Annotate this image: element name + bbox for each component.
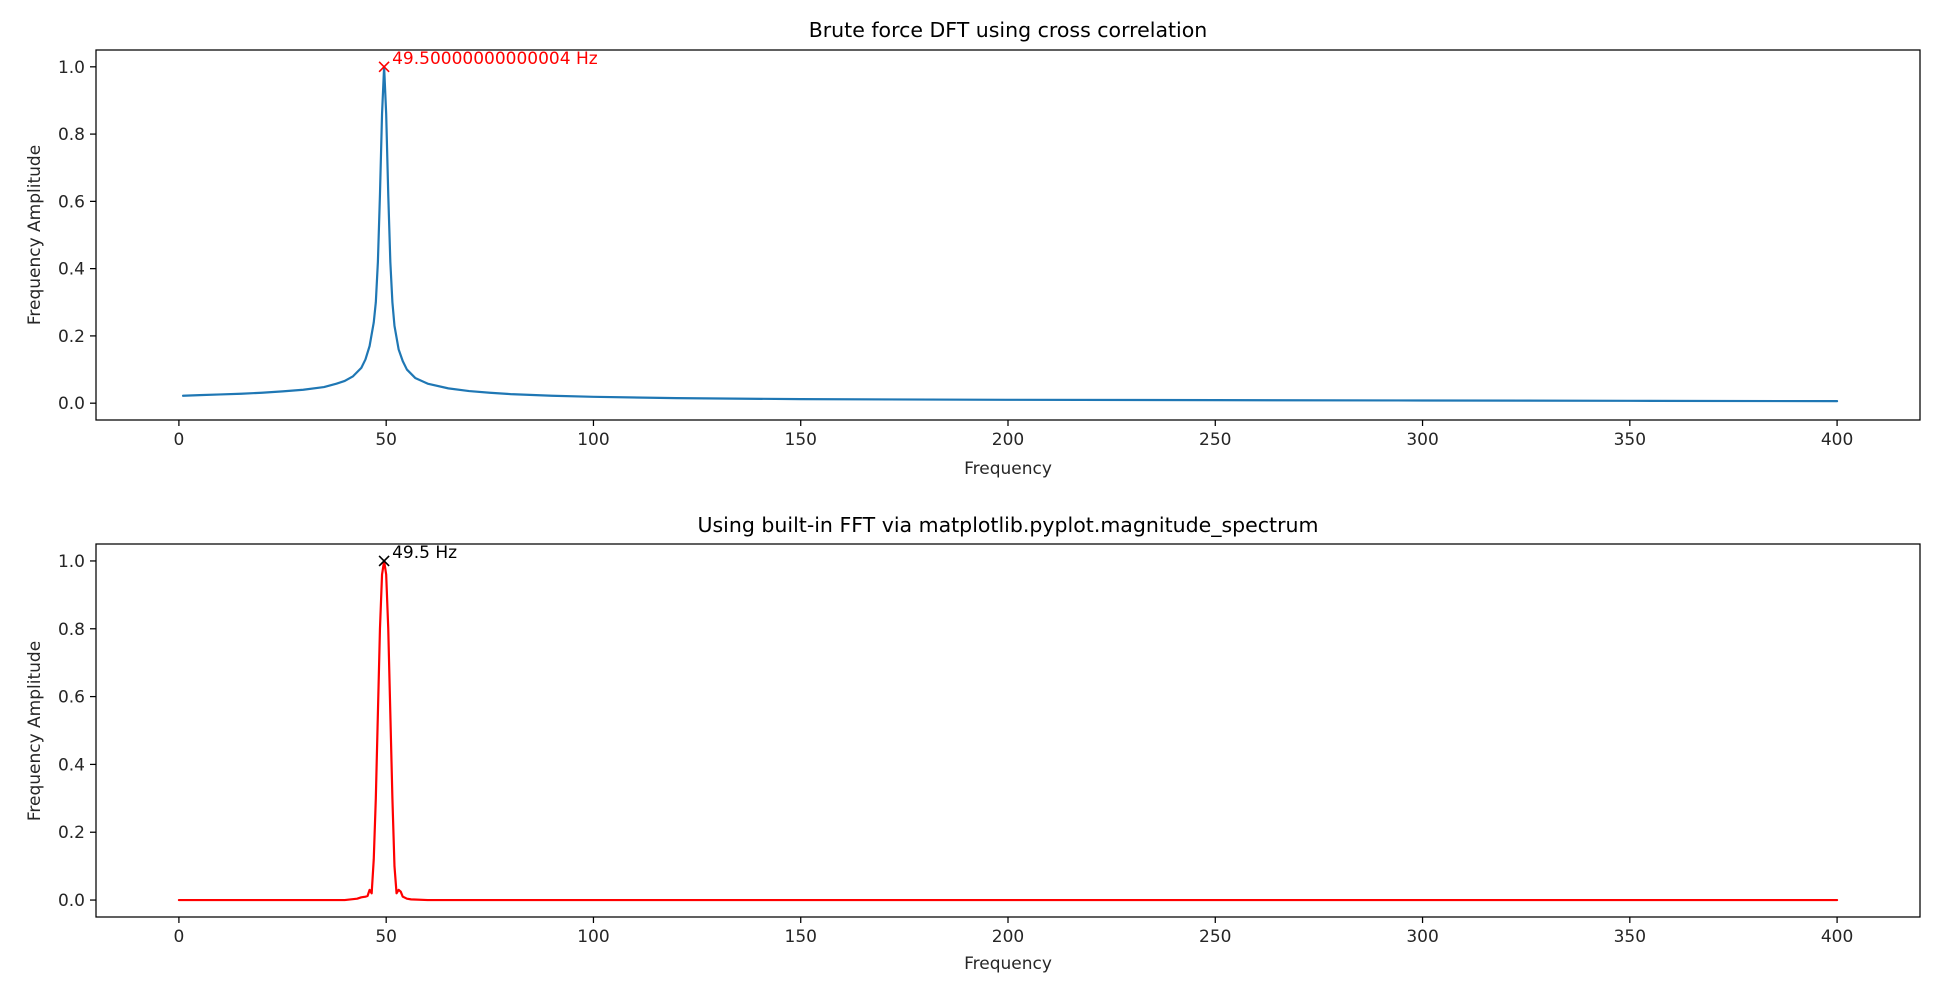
x-tick-label: 200 [992, 430, 1024, 450]
peak-marker [378, 61, 390, 73]
plot-area: 0 50 100 150 200 250 300 350 400 0.0 0.2 0.4 0.6 0.8 1… [58, 49, 1853, 450]
y-tick-label: 0.8 [58, 125, 85, 145]
x-tick-label: 100 [577, 927, 609, 947]
x-tick-label: 400 [1821, 430, 1853, 450]
x-tick-label: 100 [577, 430, 609, 450]
axes-frame [95, 49, 1921, 421]
x-tick-label: 50 [375, 927, 397, 947]
series-line [181, 65, 1839, 403]
x-tick-label: 0 [173, 927, 184, 947]
x-tick-label: 300 [1406, 430, 1438, 450]
chart-title: Using built-in FFT via matplotlib.pyplot… [698, 513, 1319, 538]
x-tick-label: 150 [785, 430, 817, 450]
x-tick-label: 250 [1199, 927, 1231, 947]
y-tick-label: 0.4 [58, 260, 85, 280]
peak-marker-stroke [378, 61, 390, 73]
y-tick-label: 0.0 [58, 394, 85, 414]
x-axis-label: Frequency [964, 954, 1052, 974]
x-tick-label: 200 [992, 927, 1024, 947]
y-tick-label: 1.0 [58, 552, 85, 572]
axes-frame [95, 543, 1921, 918]
x-tick-label: 400 [1821, 927, 1853, 947]
chart-top: Brute force DFT using cross correlation … [25, 18, 1921, 479]
y-tick-label: 0.6 [58, 192, 85, 212]
plot-area: 0 50 100 150 200 250 300 350 400 0.0 0.2 0.4 0.6 0.8 1… [58, 543, 1853, 947]
peak-marker [378, 555, 390, 567]
x-tick-label: 350 [1614, 430, 1646, 450]
y-tick-label: 1.0 [58, 58, 85, 78]
y-tick-label: 0.8 [58, 620, 85, 640]
y-axis-label: Frequency Amplitude [25, 145, 45, 325]
x-tick-label: 250 [1199, 430, 1231, 450]
x-tick-label: 350 [1614, 927, 1646, 947]
y-tick-label: 0.2 [58, 823, 85, 843]
peak-label: 49.50000000000004 Hz [392, 49, 598, 69]
peak-marker-stroke [378, 555, 390, 567]
x-tick-label: 150 [785, 927, 817, 947]
y-tick-label: 0.0 [58, 891, 85, 911]
chart-title: Brute force DFT using cross correlation [809, 18, 1208, 42]
chart-bottom: Using built-in FFT via matplotlib.pyplot… [25, 513, 1921, 974]
x-tick-label: 300 [1406, 927, 1438, 947]
x-tick-label: 50 [375, 430, 397, 450]
x-axis-label: Frequency [964, 459, 1052, 479]
y-tick-label: 0.6 [58, 688, 85, 708]
peak-label: 49.5 Hz [392, 543, 457, 563]
series-line [177, 559, 1839, 902]
y-tick-label: 0.2 [58, 327, 85, 347]
x-tick-label: 0 [173, 430, 184, 450]
y-axis-label: Frequency Amplitude [25, 641, 45, 821]
y-tick-label: 0.4 [58, 755, 85, 775]
